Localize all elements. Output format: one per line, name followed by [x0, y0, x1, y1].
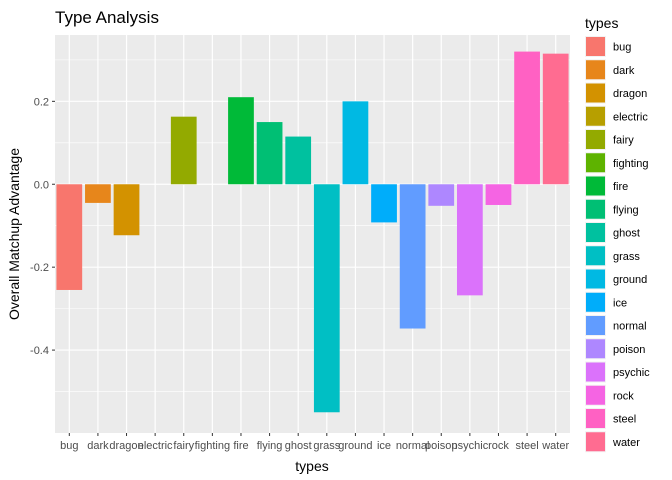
- y-tick-label: 0.0: [34, 179, 49, 191]
- x-tick-label: ghost: [285, 440, 312, 452]
- bar-normal: [399, 184, 426, 329]
- x-tick-label: psychic: [452, 440, 489, 452]
- legend-label: ice: [613, 297, 627, 309]
- bar-rock: [485, 184, 512, 205]
- y-tick-label: -0.2: [30, 262, 49, 274]
- legend-swatch-psychic: [586, 362, 605, 382]
- bar-ground: [342, 101, 369, 185]
- bar-fairy: [170, 116, 197, 185]
- legend-label: steel: [613, 414, 636, 426]
- legend-swatch-ghost: [586, 223, 605, 242]
- x-axis-title: types: [295, 458, 328, 474]
- legend-swatch-dragon: [586, 83, 605, 103]
- legend-swatch-fighting: [586, 153, 605, 173]
- legend-label: normal: [613, 321, 647, 333]
- x-tick-label: normal: [396, 440, 430, 452]
- x-tick-label: grass: [313, 440, 340, 452]
- legend-label: poison: [613, 344, 645, 356]
- x-tick-label: fire: [233, 440, 248, 452]
- x-tick-label: dark: [87, 440, 109, 452]
- legend-swatch-flying: [586, 199, 605, 219]
- grid-minor: [55, 59, 570, 392]
- legend-title: types: [585, 15, 618, 31]
- bar-steel: [514, 51, 540, 185]
- legend-swatch-normal: [586, 316, 605, 335]
- legend-swatch-ice: [586, 292, 605, 312]
- bar-fire: [228, 97, 254, 185]
- bar-ice: [371, 184, 397, 223]
- legend-label: fairy: [613, 135, 634, 147]
- x-tick-label: fighting: [195, 440, 230, 452]
- bar-dragon: [113, 184, 140, 236]
- legend: types bug dark dragon electric fairy fighting…: [585, 15, 650, 453]
- x-tick-label: electric: [138, 440, 173, 452]
- bar-dark: [85, 184, 111, 203]
- legend-items: bug dark dragon electric fairy fighting fire fl…: [585, 36, 650, 453]
- legend-swatch-fairy: [586, 130, 605, 149]
- bar-ghost: [285, 136, 312, 185]
- legend-swatch-fire: [586, 176, 605, 196]
- legend-label: flying: [613, 204, 639, 216]
- bar-psychic: [456, 184, 483, 296]
- legend-swatch-ground: [586, 269, 605, 289]
- legend-label: dark: [613, 65, 635, 77]
- x-tick-label: bug: [60, 440, 78, 452]
- legend-label: water: [612, 437, 640, 449]
- bar-flying: [256, 122, 283, 185]
- legend-label: ghost: [613, 228, 640, 240]
- bar-poison: [428, 184, 455, 206]
- legend-swatch-water: [586, 432, 605, 452]
- bar-bug: [56, 184, 83, 290]
- legend-label: bug: [613, 42, 631, 54]
- legend-label: rock: [613, 390, 634, 402]
- x-tick-label: steel: [515, 440, 538, 452]
- legend-label: fire: [613, 181, 628, 193]
- legend-label: electric: [613, 111, 648, 123]
- chart-title: Type Analysis: [55, 8, 159, 27]
- bar-water: [542, 53, 569, 185]
- bars: [56, 51, 569, 413]
- x-tick-label: water: [541, 440, 569, 452]
- legend-swatch-grass: [586, 246, 605, 266]
- y-tick-label: 0.2: [34, 96, 49, 108]
- legend-swatch-steel: [586, 409, 605, 428]
- x-tick-label: ice: [377, 440, 391, 452]
- legend-label: dragon: [613, 88, 647, 100]
- x-tick-label: poison: [425, 440, 457, 452]
- legend-swatch-dark: [586, 60, 605, 80]
- legend-label: fighting: [613, 158, 648, 170]
- y-axis-ticks: -0.4 -0.2 0.0 0.2: [30, 96, 55, 357]
- y-tick-label: -0.4: [30, 345, 49, 357]
- bar-grass: [313, 184, 340, 413]
- x-tick-label: rock: [488, 440, 509, 452]
- x-tick-label: ground: [338, 440, 372, 452]
- legend-swatch-poison: [586, 339, 605, 359]
- legend-label: psychic: [613, 367, 650, 379]
- legend-swatch-electric: [586, 106, 605, 126]
- legend-label: grass: [613, 251, 640, 263]
- x-tick-label: fairy: [173, 440, 194, 452]
- legend-swatch-rock: [586, 385, 605, 405]
- legend-swatch-bug: [586, 37, 605, 56]
- legend-label: ground: [613, 274, 647, 286]
- y-axis-title: Overall Matchup Advantage: [6, 148, 22, 320]
- x-tick-label: flying: [257, 440, 283, 452]
- x-tick-label: dragon: [109, 440, 143, 452]
